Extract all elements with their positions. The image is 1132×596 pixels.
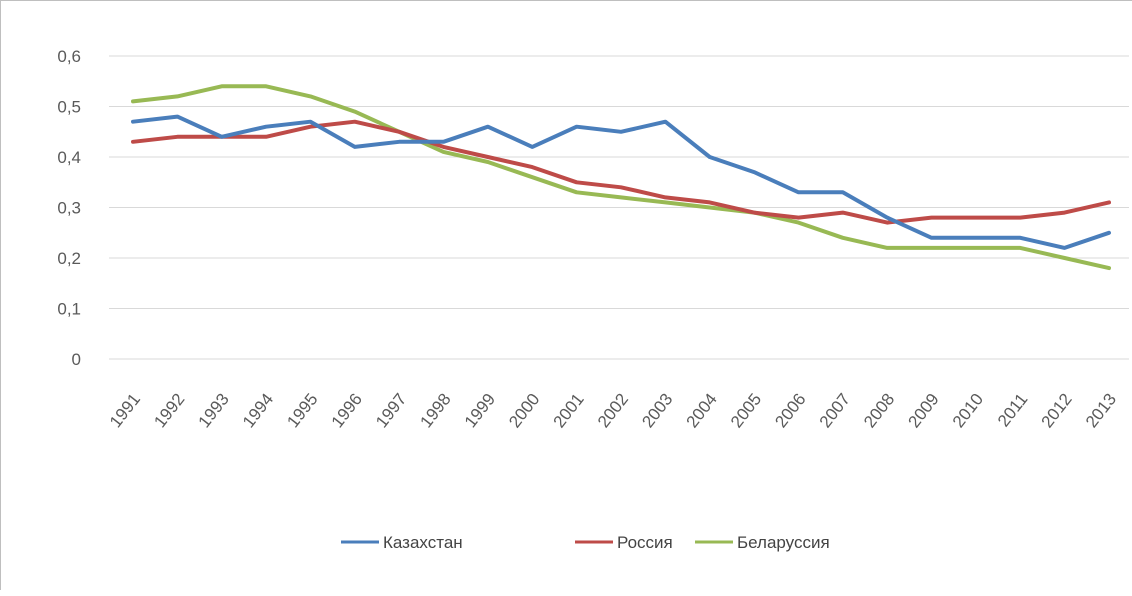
legend: Казахстан Россия Беларуссия	[341, 533, 830, 552]
series-line	[131, 114, 1111, 250]
y-axis-ticks: 0 0,1 0,2 0,3 0,4 0,5 0,6	[57, 47, 81, 369]
x-tick-label: 1996	[328, 390, 366, 432]
x-tick-label: 2010	[949, 390, 987, 432]
y-tick-label: 0,1	[57, 300, 81, 319]
x-axis-ticks: 1991 1992 1993 1994 1995 1996 1997 1998 1999 2000…	[106, 390, 1120, 432]
x-tick-label: 2011	[994, 390, 1031, 431]
legend-label: Беларуссия	[737, 533, 830, 552]
y-tick-label: 0,6	[57, 47, 81, 66]
x-tick-label: 1998	[416, 390, 454, 432]
x-tick-label: 1991	[106, 390, 144, 432]
x-tick-label: 2009	[904, 390, 942, 432]
x-tick-label: 2004	[683, 390, 721, 432]
x-tick-label: 2008	[860, 390, 898, 432]
x-tick-label: 2002	[594, 390, 632, 432]
gridlines	[109, 55, 1129, 360]
x-tick-label: 1994	[239, 390, 277, 432]
x-tick-label: 2006	[771, 390, 809, 432]
series-lines	[131, 84, 1111, 271]
x-tick-label: 2012	[1038, 390, 1076, 432]
x-tick-label: 2005	[727, 390, 765, 432]
legend-label: Россия	[617, 533, 673, 552]
x-tick-label: 1993	[195, 390, 233, 432]
y-tick-label: 0,2	[57, 249, 81, 268]
x-tick-label: 1995	[283, 390, 321, 432]
x-tick-label: 2001	[550, 390, 588, 432]
x-tick-label: 2013	[1082, 390, 1120, 432]
series-line	[131, 119, 1111, 225]
x-tick-label: 1992	[150, 390, 188, 432]
y-tick-label: 0,5	[57, 98, 81, 117]
x-tick-label: 2007	[816, 390, 854, 432]
series-line	[131, 84, 1111, 271]
legend-label: Казахстан	[383, 533, 463, 552]
y-tick-label: 0,4	[57, 148, 81, 167]
x-tick-label: 1997	[372, 390, 410, 432]
x-tick-label: 1999	[461, 390, 499, 432]
y-tick-label: 0,3	[57, 199, 81, 218]
y-tick-label: 0	[72, 350, 81, 369]
x-tick-label: 2003	[638, 390, 676, 432]
x-tick-label: 2000	[505, 390, 543, 432]
